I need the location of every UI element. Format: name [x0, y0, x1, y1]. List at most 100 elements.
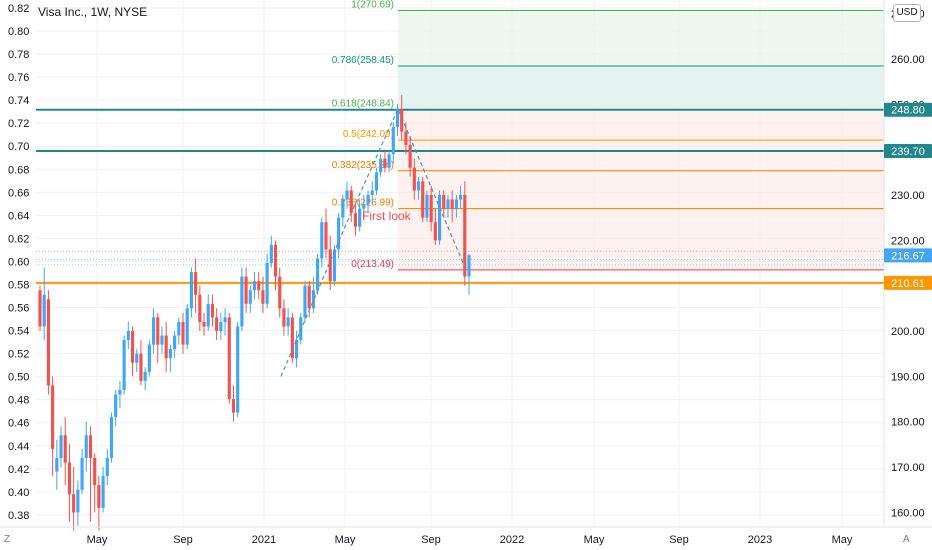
candle-body — [185, 308, 189, 345]
chart-title: Visa Inc., 1W, NYSE — [38, 5, 148, 19]
candle-body — [261, 290, 265, 304]
price-label: 248.80 — [891, 105, 925, 117]
candle-body — [181, 321, 185, 345]
candle-body — [63, 435, 67, 463]
candle-body — [269, 244, 273, 263]
candle-body — [341, 199, 345, 218]
candle-body — [416, 181, 421, 191]
candle-body — [177, 321, 181, 336]
candle-body — [383, 158, 387, 168]
candle-body — [282, 308, 286, 327]
candle-body — [164, 335, 168, 359]
candle-body — [160, 335, 164, 345]
left-axis-tick-label: 0.62 — [8, 233, 29, 245]
candle-body — [437, 194, 442, 241]
price-label: 239.70 — [891, 146, 925, 158]
timezone-button[interactable]: Z — [4, 534, 11, 545]
left-axis-tick-label: 0.48 — [8, 395, 29, 407]
candle-body — [88, 435, 93, 458]
left-axis-tick-label: 0.68 — [8, 164, 29, 176]
candle-body — [135, 353, 139, 363]
candle-body — [408, 145, 412, 168]
candle-body — [358, 208, 362, 227]
candle-body — [391, 126, 395, 155]
candle-body — [303, 285, 307, 318]
right-axis-tick-label: 190.00 — [891, 371, 925, 383]
candle-body — [328, 249, 332, 282]
candle-body — [93, 457, 97, 486]
candle-body — [252, 281, 257, 291]
right-axis-tick-label: 160.00 — [891, 507, 925, 519]
left-axis-tick-label: 0.58 — [8, 279, 29, 291]
first-look-annotation: First look — [362, 209, 412, 223]
candle-body — [248, 290, 252, 304]
candle-body — [202, 321, 206, 327]
candle-body — [467, 255, 471, 277]
candle-body — [189, 272, 193, 309]
candle-body — [387, 154, 391, 168]
candle-body — [294, 340, 299, 359]
right-axis-tick-label: 230.00 — [891, 190, 925, 202]
candle-body — [412, 167, 416, 191]
candle-body — [97, 485, 101, 508]
left-axis-tick-label: 0.78 — [8, 49, 29, 61]
price-label-bg — [884, 102, 932, 117]
candle-body — [55, 457, 59, 472]
x-axis-tick-label: May — [584, 534, 605, 546]
left-axis-tick-label: 0.80 — [8, 26, 29, 38]
candle-body — [46, 299, 50, 386]
left-axis-tick-label: 0.60 — [8, 256, 29, 268]
candle-body — [105, 457, 109, 477]
candle-body — [38, 290, 42, 327]
price-label-bg — [884, 275, 932, 290]
left-axis-tick-label: 0.50 — [8, 372, 29, 384]
candle-body — [51, 385, 55, 449]
fib-level-label: 0.5(242.09) — [343, 129, 394, 140]
candle-body — [290, 317, 294, 359]
auto-scale-button[interactable]: A — [903, 534, 910, 545]
candle-body — [395, 108, 400, 127]
candle-body — [442, 194, 446, 209]
candle-body — [337, 217, 341, 250]
candle-body — [168, 349, 172, 359]
candle-body — [72, 494, 76, 513]
candle-body — [307, 285, 311, 309]
left-axis-tick-label: 0.42 — [8, 464, 29, 476]
x-axis-tick-label: 2023 — [748, 534, 772, 546]
candle-body — [353, 213, 358, 227]
right-axis-tick-label: 220.00 — [891, 235, 925, 247]
x-axis-tick-label: 2022 — [500, 534, 524, 546]
candle-body — [139, 353, 143, 381]
candle-body — [257, 281, 261, 291]
candle-body — [379, 158, 383, 173]
candle-body — [223, 317, 227, 322]
x-axis-tick-label: Sep — [421, 534, 441, 546]
price-label-bg — [884, 143, 932, 158]
candle-body — [345, 190, 349, 200]
right-axis-tick-label: 200.00 — [891, 326, 925, 338]
candle-body — [450, 199, 454, 209]
fib-level-label: 0.786(258.45) — [332, 55, 394, 66]
candle-body — [101, 476, 105, 508]
candle-body — [156, 317, 160, 345]
left-axis-tick-label: 0.44 — [8, 441, 29, 453]
price-label-bg — [884, 248, 932, 263]
currency-button[interactable]: USD — [893, 4, 921, 22]
price-label: 210.61 — [891, 278, 925, 290]
left-axis-tick-label: 0.40 — [8, 487, 29, 499]
candle-body — [122, 340, 126, 390]
candle-body — [80, 457, 84, 490]
candle-body — [215, 317, 219, 332]
candle-body — [454, 199, 458, 209]
candle-body — [370, 190, 374, 195]
candle-body — [433, 222, 437, 241]
candle-body — [320, 222, 324, 259]
candle-body — [425, 194, 429, 218]
candle-body — [219, 321, 223, 332]
x-axis-tick-label: 2021 — [252, 534, 276, 546]
candle-body — [147, 344, 151, 372]
candle-body — [324, 222, 328, 250]
candle-body — [311, 290, 315, 309]
